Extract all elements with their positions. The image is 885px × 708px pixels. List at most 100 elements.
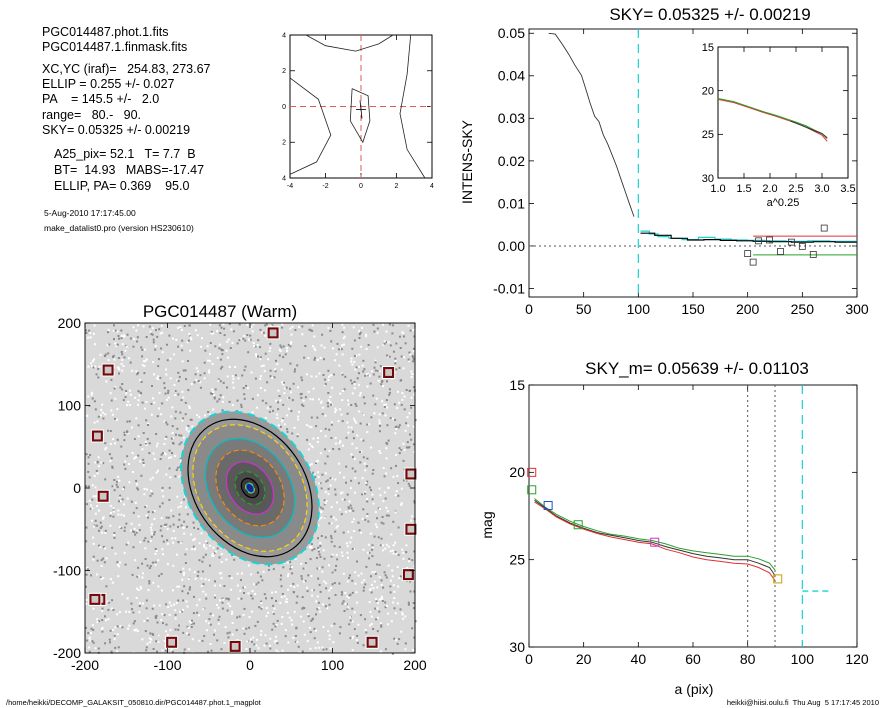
noise-pixel bbox=[362, 413, 365, 416]
noise-pixel bbox=[411, 355, 414, 357]
noise-pixel bbox=[250, 326, 253, 329]
galaxy-y-tick-label: 0 bbox=[73, 480, 81, 496]
noise-pixel bbox=[114, 552, 117, 555]
noise-pixel bbox=[211, 554, 214, 557]
noise-pixel bbox=[372, 394, 375, 397]
noise-pixel bbox=[316, 441, 319, 444]
noise-pixel bbox=[321, 473, 324, 476]
noise-pixel bbox=[96, 420, 99, 423]
noise-pixel bbox=[195, 367, 198, 370]
noise-pixel bbox=[287, 575, 289, 578]
noise-pixel bbox=[186, 525, 188, 528]
noise-pixel bbox=[203, 544, 205, 547]
noise-pixel bbox=[235, 629, 238, 632]
noise-pixel bbox=[349, 616, 352, 619]
noise-pixel bbox=[388, 393, 391, 396]
noise-pixel bbox=[119, 386, 122, 389]
noise-pixel bbox=[170, 604, 173, 607]
noise-pixel bbox=[100, 559, 103, 562]
noise-pixel bbox=[351, 521, 354, 523]
noise-pixel bbox=[142, 462, 145, 464]
noise-pixel bbox=[109, 514, 112, 517]
noise-pixel bbox=[316, 641, 319, 644]
noise-pixel bbox=[380, 521, 383, 524]
noise-pixel bbox=[157, 375, 160, 378]
noise-pixel bbox=[264, 324, 267, 327]
noise-pixel bbox=[204, 578, 207, 581]
noise-pixel bbox=[260, 602, 263, 604]
noise-pixel bbox=[201, 337, 204, 340]
noise-pixel bbox=[87, 485, 90, 488]
noise-pixel bbox=[263, 644, 266, 647]
noise-pixel bbox=[271, 591, 273, 594]
noise-pixel bbox=[356, 634, 359, 637]
noise-pixel bbox=[134, 559, 137, 562]
noise-pixel bbox=[208, 564, 211, 567]
noise-pixel bbox=[370, 583, 373, 586]
noise-pixel bbox=[114, 626, 117, 629]
noise-pixel bbox=[258, 606, 261, 609]
noise-pixel bbox=[353, 437, 355, 440]
noise-pixel bbox=[392, 350, 395, 353]
noise-pixel bbox=[221, 353, 224, 356]
noise-pixel bbox=[192, 538, 195, 541]
masked-star-inner bbox=[268, 328, 278, 338]
noise-pixel bbox=[365, 333, 368, 336]
noise-pixel bbox=[178, 585, 181, 588]
noise-pixel bbox=[374, 359, 377, 362]
noise-pixel bbox=[276, 642, 279, 645]
noise-pixel bbox=[327, 369, 330, 372]
noise-pixel bbox=[312, 437, 315, 440]
noise-pixel bbox=[402, 557, 405, 560]
noise-pixel bbox=[274, 370, 277, 373]
noise-pixel bbox=[221, 409, 224, 412]
noise-pixel bbox=[324, 427, 327, 430]
noise-pixel bbox=[213, 551, 216, 554]
noise-pixel bbox=[216, 547, 219, 550]
noise-pixel bbox=[166, 563, 169, 566]
noise-pixel bbox=[205, 597, 208, 600]
noise-pixel bbox=[142, 325, 145, 328]
noise-pixel bbox=[278, 348, 281, 351]
noise-pixel bbox=[381, 380, 384, 383]
noise-pixel bbox=[402, 367, 405, 370]
noise-pixel bbox=[395, 639, 398, 642]
noise-pixel bbox=[213, 633, 215, 636]
noise-pixel bbox=[313, 335, 316, 338]
noise-pixel bbox=[126, 431, 129, 434]
noise-pixel bbox=[370, 575, 372, 578]
noise-pixel bbox=[89, 639, 92, 642]
ellipticity: ELLIP = 0.255 +/- 0.027 bbox=[42, 77, 175, 91]
noise-pixel bbox=[167, 516, 170, 519]
noise-pixel bbox=[178, 475, 181, 478]
noise-pixel bbox=[221, 400, 224, 403]
noise-pixel bbox=[338, 448, 341, 451]
noise-pixel bbox=[271, 628, 274, 631]
noise-pixel bbox=[109, 524, 112, 527]
noise-pixel bbox=[359, 614, 362, 617]
noise-pixel bbox=[153, 373, 155, 376]
noise-pixel bbox=[359, 422, 362, 425]
noise-pixel bbox=[102, 576, 105, 579]
noise-pixel bbox=[218, 615, 221, 618]
noise-pixel bbox=[330, 506, 333, 509]
noise-pixel bbox=[218, 343, 221, 346]
noise-pixel bbox=[366, 457, 369, 460]
noise-pixel bbox=[210, 649, 213, 652]
noise-pixel bbox=[177, 345, 180, 348]
noise-pixel bbox=[101, 609, 104, 612]
noise-pixel bbox=[117, 509, 120, 512]
noise-pixel bbox=[248, 616, 251, 618]
noise-pixel bbox=[123, 526, 126, 529]
noise-pixel bbox=[203, 635, 206, 637]
noise-pixel bbox=[106, 429, 109, 432]
noise-pixel bbox=[119, 561, 121, 564]
noise-pixel bbox=[317, 476, 320, 479]
noise-pixel bbox=[347, 426, 350, 429]
inset-y-tick-label: 15 bbox=[702, 42, 714, 54]
noise-pixel bbox=[171, 589, 174, 592]
masked-star-inner bbox=[90, 594, 100, 604]
noise-pixel bbox=[88, 476, 91, 479]
noise-pixel bbox=[310, 445, 313, 448]
noise-pixel bbox=[182, 526, 185, 529]
